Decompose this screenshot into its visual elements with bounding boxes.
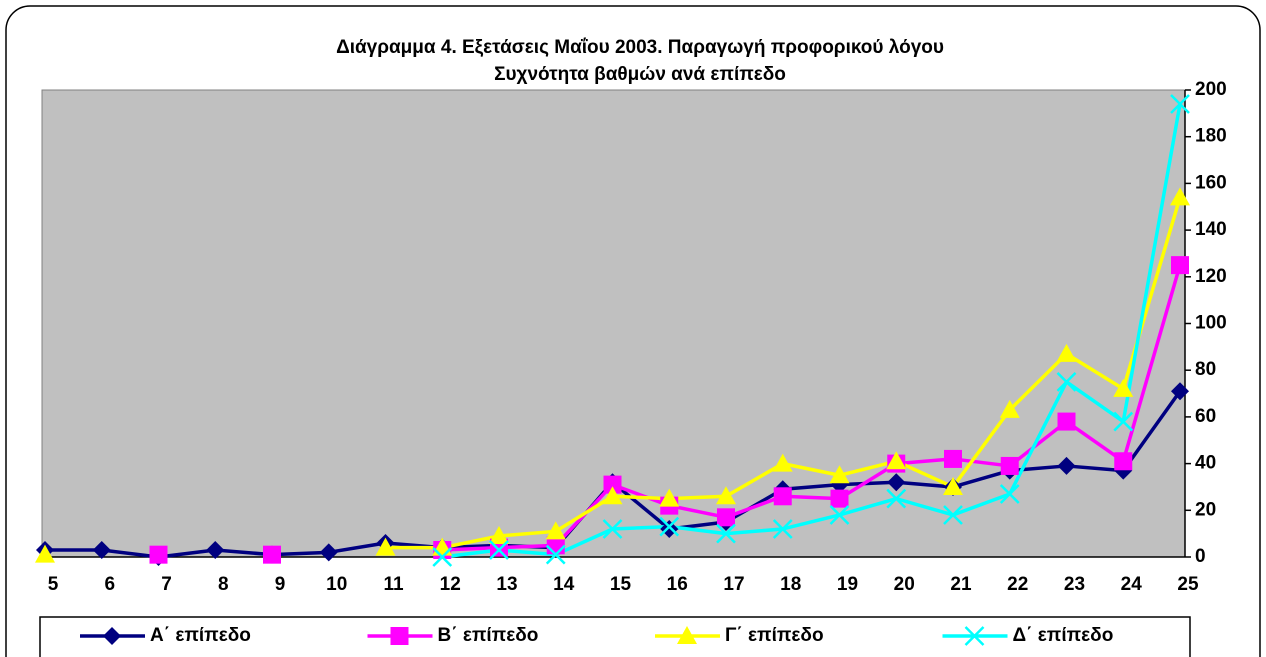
data-point (1113, 378, 1134, 397)
x-tick-label: 12 (440, 574, 461, 595)
data-point (319, 543, 338, 562)
data-point (1114, 452, 1133, 471)
x-tick-label: 18 (780, 574, 801, 595)
y-tick-label: 100 (1195, 313, 1227, 334)
data-point (887, 473, 906, 492)
x-tick-label: 16 (667, 574, 688, 595)
data-point (829, 505, 850, 525)
data-point (829, 465, 850, 484)
y-tick-label: 140 (1195, 219, 1227, 240)
data-point (772, 453, 793, 472)
data-point (1171, 256, 1189, 275)
x-tick-label: 11 (383, 574, 404, 595)
data-point (603, 475, 622, 494)
x-tick-label: 22 (1007, 574, 1028, 595)
chart-title: Διάγραμμα 4. Εξετάσεις Μαΐου 2003. Παραγ… (336, 37, 944, 58)
data-point (1056, 371, 1077, 392)
x-tick-label: 19 (837, 574, 858, 595)
x-tick-label: 17 (723, 574, 744, 595)
y-tick-label: 80 (1195, 359, 1216, 380)
data-point (206, 540, 225, 559)
data-point (886, 488, 907, 509)
data-point (716, 523, 736, 544)
data-point (1170, 94, 1190, 114)
y-tick-label: 40 (1195, 453, 1216, 474)
data-point (602, 519, 623, 539)
data-point (773, 487, 792, 506)
data-point (772, 519, 793, 539)
y-tick-label: 200 (1195, 79, 1227, 100)
x-tick-label: 15 (610, 574, 632, 595)
x-tick-label: 20 (894, 574, 915, 595)
y-tick-label: 160 (1195, 172, 1227, 193)
legend-marker (390, 627, 409, 645)
data-point (943, 476, 963, 495)
data-point (92, 540, 111, 559)
data-point (830, 489, 849, 508)
data-point (716, 486, 736, 505)
data-point (35, 544, 55, 563)
x-tick-label: 5 (48, 574, 59, 595)
series-line (442, 103, 1182, 559)
x-tick-label: 21 (950, 574, 972, 595)
data-point (149, 545, 168, 564)
data-point (886, 451, 907, 470)
y-tick-label: 180 (1195, 126, 1227, 147)
chart-subtitle: Συχνότητα βαθμών ανά επίπεδο (494, 64, 786, 85)
x-tick-label: 23 (1064, 574, 1085, 595)
data-point (489, 540, 509, 560)
data-point (1113, 411, 1134, 432)
y-tick-label: 60 (1195, 406, 1216, 427)
data-point (375, 537, 396, 556)
x-tick-label: 6 (104, 574, 115, 595)
data-point (999, 484, 1020, 504)
x-tick-label: 7 (161, 574, 172, 595)
x-tick-label: 10 (326, 574, 347, 595)
data-point (944, 449, 962, 468)
data-point (717, 508, 735, 527)
data-point (263, 545, 281, 564)
data-point (1057, 412, 1076, 431)
data-point (432, 547, 453, 567)
y-tick-label: 20 (1195, 499, 1216, 520)
y-tick-label: 120 (1195, 266, 1227, 287)
legend-label: Γ΄ επίπεδο (725, 625, 824, 646)
data-point (545, 544, 566, 565)
data-point (943, 505, 963, 525)
data-point (1171, 382, 1189, 401)
data-point (660, 519, 679, 538)
x-tick-label: 14 (553, 574, 575, 595)
y-tick-label: 0 (1195, 546, 1206, 567)
legend-label: Β΄ επίπεδο (438, 625, 539, 646)
legend-marker (103, 627, 121, 645)
x-tick-label: 24 (1121, 574, 1143, 595)
data-point (602, 486, 623, 505)
legend-label: Δ΄ επίπεδο (1013, 625, 1114, 646)
data-point (1170, 187, 1190, 206)
data-point (1000, 456, 1019, 475)
data-point (1057, 456, 1076, 475)
x-tick-label: 9 (275, 574, 286, 595)
legend-marker (964, 626, 985, 646)
data-point (1056, 343, 1077, 362)
x-tick-label: 25 (1177, 574, 1199, 595)
data-point (999, 399, 1020, 418)
series-line (442, 264, 1182, 552)
data-point (545, 521, 566, 540)
legend-label: Α΄ επίπεδο (150, 625, 251, 646)
legend-marker (677, 626, 697, 644)
x-tick-label: 13 (496, 574, 517, 595)
data-point (659, 516, 680, 537)
data-point (659, 488, 680, 507)
data-point (489, 525, 509, 544)
x-tick-label: 8 (218, 574, 229, 595)
